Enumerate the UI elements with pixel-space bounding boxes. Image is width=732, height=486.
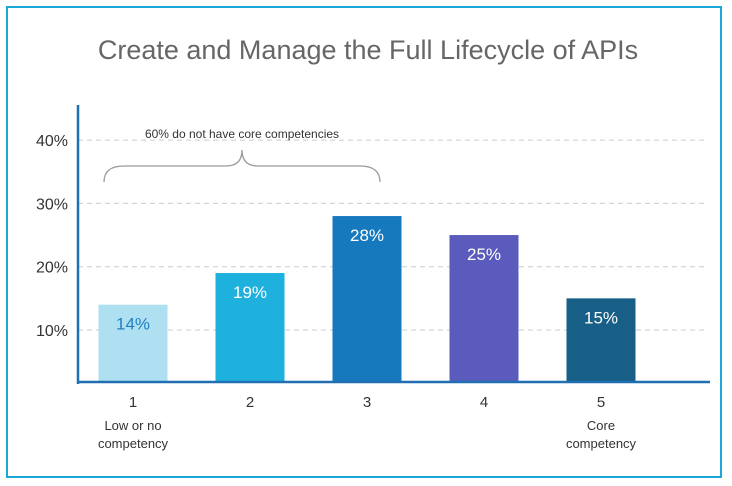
- x-sublabel: competency: [566, 436, 637, 451]
- data-label: 25%: [467, 245, 501, 264]
- chart-title: Create and Manage the Full Lifecycle of …: [98, 35, 638, 65]
- bar: [566, 298, 636, 382]
- data-labels: 14% 19% 28% 25% 15%: [116, 226, 618, 334]
- data-label: 19%: [233, 283, 267, 302]
- y-tick-label: 10%: [36, 323, 68, 340]
- y-tick-label: 20%: [36, 260, 68, 277]
- annotation-brace: [103, 149, 381, 183]
- bar: [98, 304, 168, 382]
- chart-frame: [6, 6, 722, 478]
- x-axis-ticks: 1 Low or no competency 2 3 4 5 Core competency: [98, 394, 637, 451]
- x-tick-label: 5: [597, 394, 605, 411]
- y-tick-label: 30%: [36, 196, 68, 213]
- x-tick-label: 3: [363, 394, 371, 411]
- bar: [332, 216, 402, 382]
- bars: [98, 216, 636, 382]
- bar: [449, 235, 519, 382]
- x-sublabel: Core: [587, 418, 615, 433]
- bar: [215, 273, 285, 382]
- x-sublabel: competency: [98, 436, 169, 451]
- data-label: 15%: [584, 308, 618, 327]
- data-label: 14%: [116, 315, 150, 334]
- x-sublabel: Low or no: [104, 418, 161, 433]
- data-label: 28%: [350, 226, 384, 245]
- x-tick-label: 2: [246, 394, 254, 411]
- y-axis-ticks: 10% 20% 30% 40%: [36, 133, 68, 340]
- x-tick-label: 4: [480, 394, 488, 411]
- y-tick-label: 40%: [36, 133, 68, 150]
- x-tick-label: 1: [129, 394, 137, 411]
- annotation-text: 60% do not have core competencies: [145, 127, 339, 141]
